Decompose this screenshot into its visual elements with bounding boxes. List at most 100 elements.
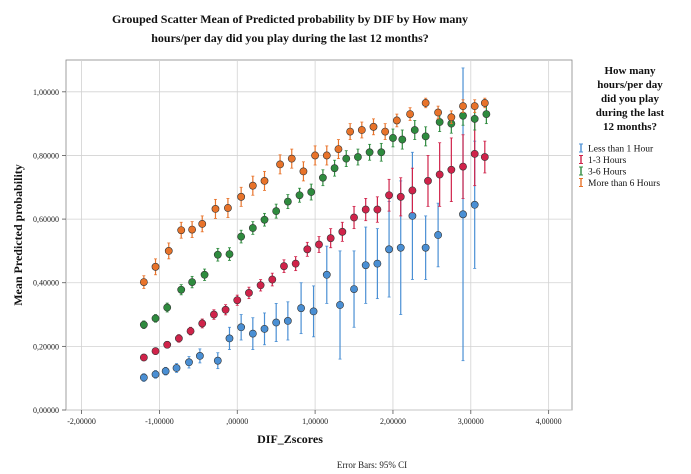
data-point xyxy=(365,148,374,157)
legend-label: 3-6 Hours xyxy=(588,168,627,178)
data-point xyxy=(385,191,393,200)
data-point xyxy=(297,304,305,313)
x-tick-label: -2,00000 xyxy=(67,417,96,426)
data-point xyxy=(447,113,456,122)
error-bars-footnote: Error Bars: 95% CI xyxy=(337,460,407,470)
legend-item: 3-6 Hours xyxy=(579,166,627,178)
y-tick-label: 0,20000 xyxy=(33,342,59,351)
data-point xyxy=(435,170,444,179)
data-point xyxy=(322,270,331,279)
data-point xyxy=(161,367,170,376)
data-point xyxy=(195,352,204,360)
legend-label: 1-3 Hours xyxy=(588,156,627,166)
data-point xyxy=(410,126,419,134)
data-point xyxy=(260,324,269,333)
data-point xyxy=(361,261,370,270)
legend-title-line: How many xyxy=(604,65,656,77)
data-point xyxy=(268,275,277,284)
data-point xyxy=(163,303,172,312)
data-point xyxy=(434,108,443,117)
data-point xyxy=(303,245,312,254)
data-point xyxy=(248,181,257,190)
legend-item: 1-3 Hours xyxy=(579,155,627,166)
data-point xyxy=(408,186,417,195)
data-point xyxy=(435,118,444,126)
x-tick-label: 2,00000 xyxy=(380,417,406,426)
data-point xyxy=(459,111,467,120)
data-point xyxy=(163,340,172,349)
data-point xyxy=(260,215,269,224)
data-point xyxy=(354,153,362,161)
x-axis-ticks: -2,00000 -1,00000 ,00000 1,00000 2,00000 3,00… xyxy=(67,410,562,426)
data-point xyxy=(276,160,284,169)
chart-title-line-2: hours/per day did you play during the la… xyxy=(151,31,429,45)
data-point xyxy=(225,334,234,343)
data-point xyxy=(237,232,246,241)
data-point xyxy=(350,213,358,222)
legend-title-line: hours/per day xyxy=(597,79,663,91)
data-point xyxy=(198,319,207,328)
data-point xyxy=(299,167,308,176)
legend-title-line: 12 months? xyxy=(603,121,657,133)
data-point xyxy=(470,200,479,209)
data-point xyxy=(369,122,378,131)
data-point xyxy=(188,225,197,234)
data-point xyxy=(434,231,443,239)
data-point xyxy=(408,212,417,220)
data-point xyxy=(198,219,207,228)
legend-title-line: did you play xyxy=(601,93,660,105)
data-point xyxy=(237,323,246,332)
data-point xyxy=(396,243,405,252)
data-point xyxy=(459,162,467,171)
data-point xyxy=(272,207,281,216)
y-tick-label: 0,40000 xyxy=(33,279,59,288)
series-0 xyxy=(139,67,479,382)
data-marks xyxy=(139,67,491,382)
x-tick-label: ,00000 xyxy=(226,417,248,426)
data-point xyxy=(287,154,296,163)
data-point xyxy=(177,285,186,294)
data-point xyxy=(424,177,432,185)
data-point xyxy=(459,210,467,219)
data-point xyxy=(211,205,220,213)
legend: How many hours/per day did you play duri… xyxy=(579,65,665,189)
data-point xyxy=(470,114,479,123)
data-point xyxy=(213,250,222,259)
data-point xyxy=(406,110,414,118)
data-point xyxy=(177,226,186,235)
data-point xyxy=(185,358,193,367)
data-point xyxy=(174,334,183,343)
data-point xyxy=(421,243,430,252)
data-point xyxy=(283,317,292,325)
data-point xyxy=(357,126,366,134)
data-point xyxy=(318,173,327,182)
data-point xyxy=(248,329,257,338)
data-point xyxy=(421,132,430,141)
series-3 xyxy=(139,97,489,289)
data-point xyxy=(459,102,467,111)
data-point xyxy=(322,151,331,160)
y-tick-label: 1,00000 xyxy=(33,88,59,97)
data-point xyxy=(377,148,386,157)
y-axis-title: Mean Predicted probability xyxy=(11,164,25,306)
data-point xyxy=(172,364,181,372)
x-axis-title: DIF_Zscores xyxy=(257,432,323,446)
y-tick-label: 0,00000 xyxy=(33,406,59,415)
data-point xyxy=(309,307,318,316)
legend-title: How many hours/per day did you play duri… xyxy=(596,65,665,133)
data-point xyxy=(139,353,148,362)
data-point xyxy=(291,259,300,268)
data-point xyxy=(470,102,479,111)
data-point xyxy=(381,127,390,136)
legend-item: Less than 1 Hour xyxy=(579,143,654,155)
data-point xyxy=(237,192,246,201)
data-point xyxy=(210,310,218,319)
data-point xyxy=(283,197,292,206)
data-point xyxy=(256,281,265,290)
data-point xyxy=(151,262,160,271)
data-point xyxy=(315,240,323,249)
data-point xyxy=(482,110,491,118)
data-point xyxy=(361,205,370,214)
data-point xyxy=(334,145,343,153)
